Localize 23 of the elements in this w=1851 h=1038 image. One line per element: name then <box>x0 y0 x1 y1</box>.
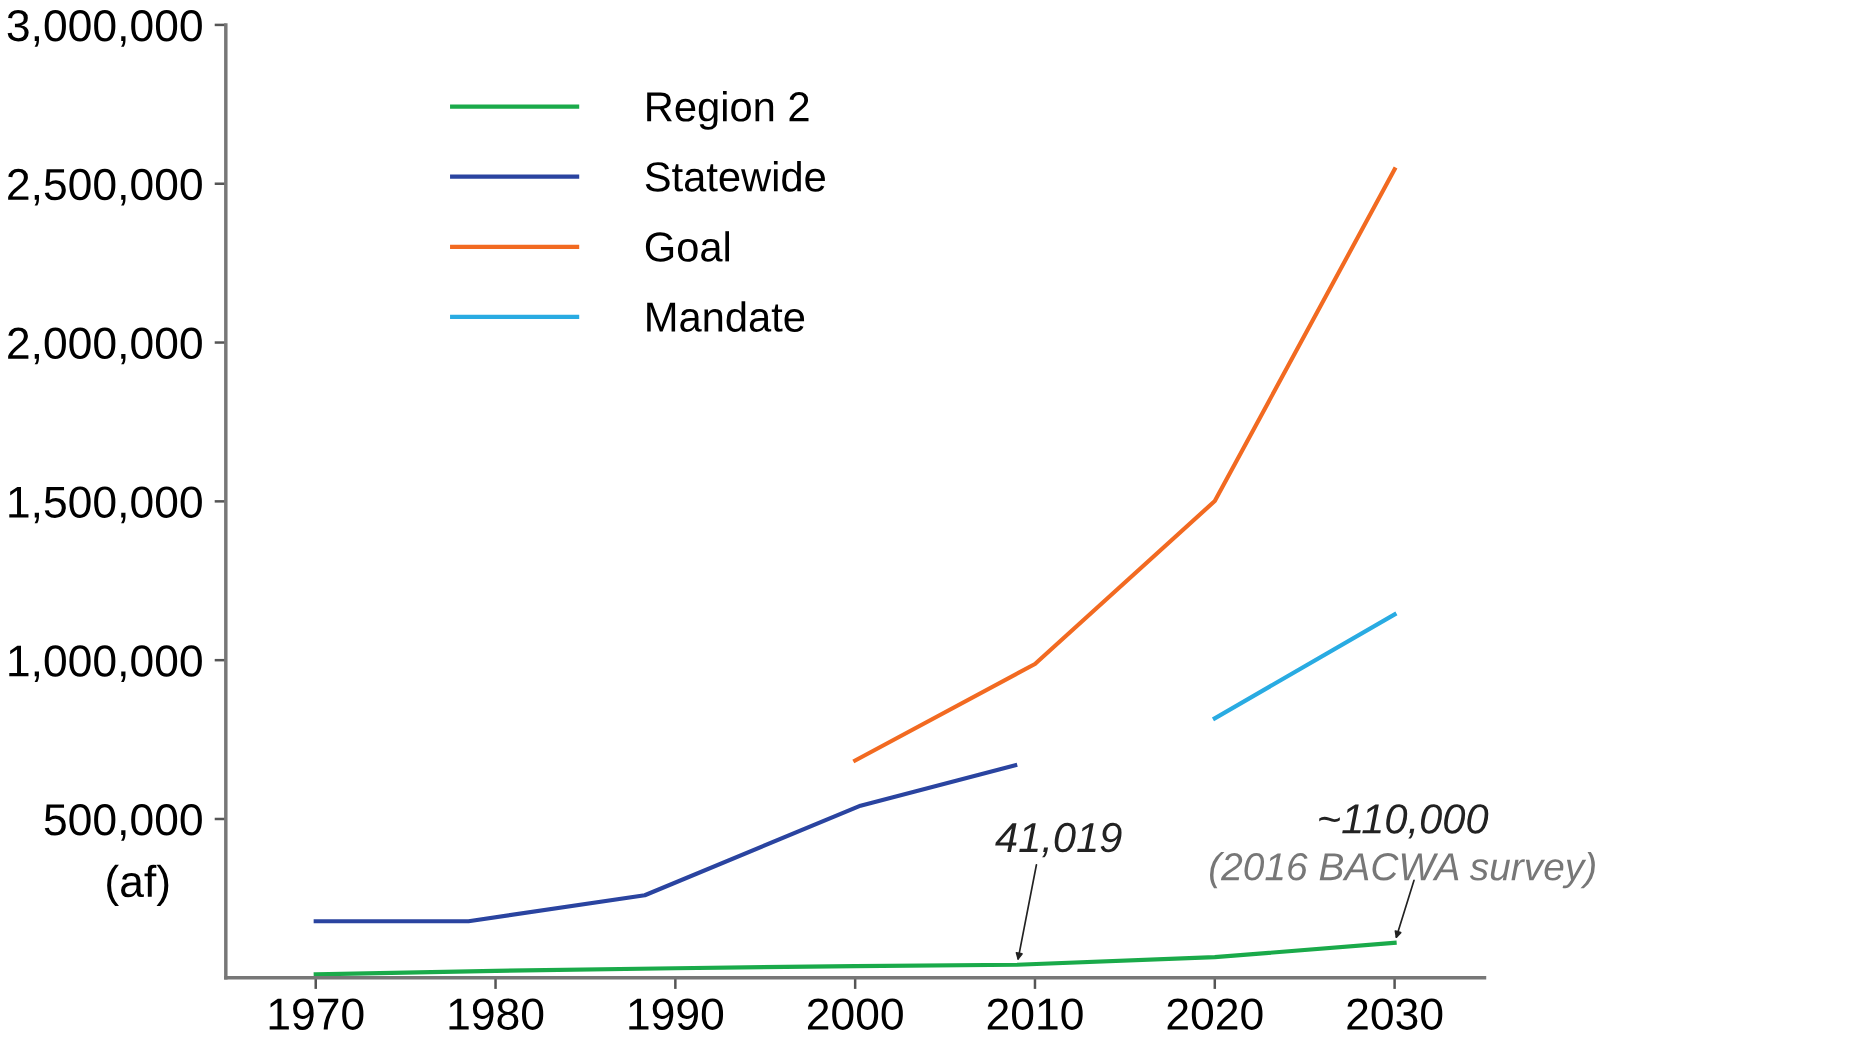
y-tick-label: 1,500,000 <box>9 486 202 524</box>
y-tick-label: 2,000,000 <box>8 327 202 365</box>
x-tick-label: 1970 <box>269 998 364 1030</box>
x-tick-label: 2010 <box>987 998 1083 1030</box>
x-tick-label: 2030 <box>1347 998 1443 1030</box>
x-tick-label: 1980 <box>449 998 544 1030</box>
x-tick-label: 2000 <box>807 998 903 1030</box>
y-tick-label: 500,000 <box>44 804 202 841</box>
y-tick-label: 1,000,000 <box>9 645 202 682</box>
annotation: (2016 BACWA survey) <box>1210 851 1595 889</box>
y-tick-label: 2,500,000 <box>8 168 202 206</box>
line-series <box>853 167 1397 763</box>
x-tick-label: 1990 <box>629 998 724 1030</box>
legend-label: Region 2 <box>647 91 809 130</box>
x-tick-label: 2020 <box>1167 998 1263 1030</box>
legend-label: Mandate <box>647 301 805 332</box>
y-axis-title: (af) <box>107 864 169 907</box>
line-series <box>313 940 1397 977</box>
legend-label: Statewide <box>645 161 825 192</box>
annotation: ~110,000 <box>1319 804 1489 839</box>
annotation: 41,019 <box>995 822 1122 858</box>
legend-label: Goal <box>645 231 730 262</box>
y-tick-label: 3,000,000 <box>7 9 202 47</box>
